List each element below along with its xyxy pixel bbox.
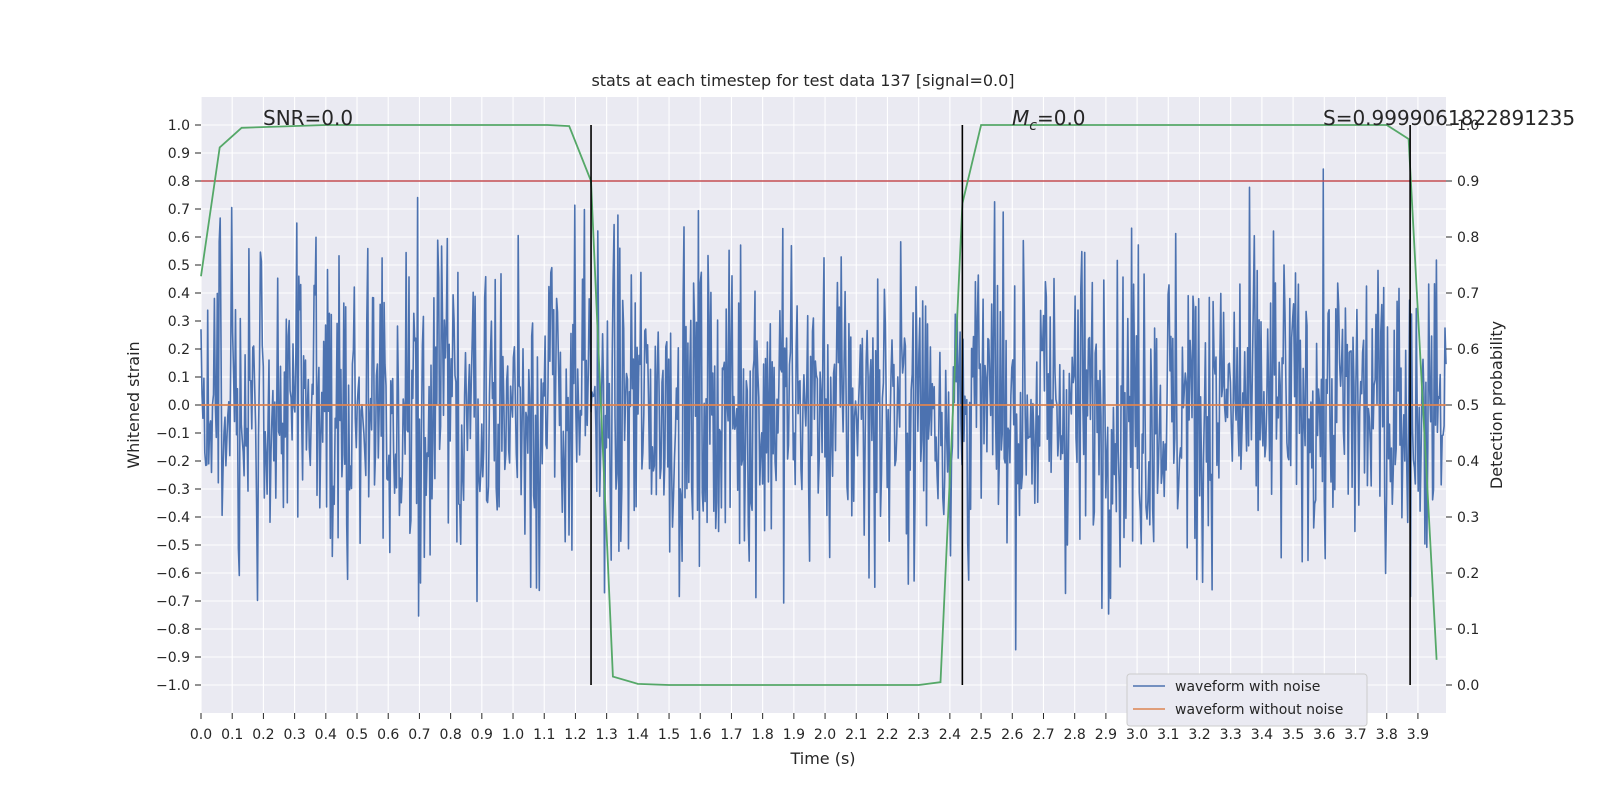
x-tick-label: 3.2: [1188, 727, 1210, 743]
x-tick-label: 0.1: [221, 727, 243, 743]
x-tick-label: 1.2: [564, 727, 586, 743]
x-tick-label: 3.9: [1407, 727, 1429, 743]
detection-probability-group: [200, 124, 1438, 686]
x-tick-label: 3.4: [1251, 727, 1273, 743]
x-tick-label: 3.0: [1126, 727, 1148, 743]
y-tick-label: −0.4: [156, 510, 190, 526]
snr-annotation: SNR=0.0: [263, 106, 353, 130]
y-tick-label: −1.0: [156, 678, 190, 694]
y-tick-label: −0.6: [156, 566, 190, 582]
x-tick-label: 3.5: [1282, 727, 1304, 743]
y-tick-label: −0.9: [156, 650, 190, 666]
y-tick-label: 0.5: [168, 258, 190, 274]
y-tick-labels: 1.0 0.9 0.8 0.7 0.6 0.5 0.4 0.3 0.2 0.1 0.0 −0.1 −0.…: [156, 118, 201, 694]
x-tick-label: 1.3: [596, 727, 618, 743]
legend-label-noise: waveform with noise: [1175, 679, 1320, 695]
y-axis-label: Whitened strain: [124, 341, 143, 468]
x-axis-label: Time (s): [789, 749, 855, 768]
y2-tick-label: 0.7: [1457, 286, 1479, 302]
y-tick-label: −0.1: [156, 426, 190, 442]
y-tick-label: 0.1: [168, 370, 190, 386]
x-tick-label: 1.6: [689, 727, 711, 743]
y2-tick-label: 1.0: [1457, 118, 1479, 134]
stat-annotation: S=0.9999061822891235: [1323, 106, 1575, 130]
x-tick-label: 0.3: [283, 727, 305, 743]
y2-tick-label: 0.3: [1457, 510, 1479, 526]
x-tick-label: 2.9: [1095, 727, 1117, 743]
x-tick-label: 2.8: [1064, 727, 1086, 743]
x-tick-label: 2.3: [908, 727, 930, 743]
x-tick-label: 2.0: [814, 727, 836, 743]
x-tick-label: 0.5: [346, 727, 368, 743]
x-tick-label: 0.7: [408, 727, 430, 743]
y2-tick-label: 0.1: [1457, 622, 1479, 638]
x-tick-label: 1.7: [720, 727, 742, 743]
y2-tick-label: 0.9: [1457, 174, 1479, 190]
x-tick-label: 0.0: [190, 727, 212, 743]
y-tick-label: 0.3: [168, 314, 190, 330]
x-tick-label: 0.2: [252, 727, 274, 743]
y2-tick-label: 0.4: [1457, 454, 1479, 470]
x-tick-label: 2.7: [1032, 727, 1054, 743]
mc-value: =0.0: [1037, 106, 1086, 130]
x-tick-label: 3.7: [1344, 727, 1366, 743]
x-tick-label: 2.1: [845, 727, 867, 743]
y-tick-label: 1.0: [168, 118, 190, 134]
x-tick-label: 1.8: [752, 727, 774, 743]
y2-axis-label: Detection probability: [1487, 321, 1506, 489]
y-tick-label: 0.2: [168, 342, 190, 358]
y2-tick-label: 0.2: [1457, 566, 1479, 582]
y-tick-label: −0.7: [156, 594, 190, 610]
x-tick-label: 2.4: [939, 727, 961, 743]
y2-tick-label: 0.0: [1457, 678, 1479, 694]
mc-annotation: Mc=0.0: [1012, 106, 1086, 134]
x-tick-label: 1.4: [627, 727, 649, 743]
legend: waveform with noise waveform without noi…: [1126, 673, 1368, 727]
y-tick-label: 0.6: [168, 230, 190, 246]
x-tick-label: 2.5: [970, 727, 992, 743]
legend-box: [1126, 673, 1368, 727]
y-tick-label: 0.9: [168, 146, 190, 162]
y-tick-label: −0.8: [156, 622, 190, 638]
y2-tick-label: 0.6: [1457, 342, 1479, 358]
x-tick-label: 3.6: [1313, 727, 1335, 743]
mc-subscript: c: [1029, 118, 1037, 134]
y-tick-label: 0.4: [168, 286, 190, 302]
x-tick-label: 0.9: [471, 727, 493, 743]
y-tick-label: −0.2: [156, 454, 190, 470]
waveform-with-noise-line: [200, 168, 1447, 651]
x-tick-label: 1.0: [502, 727, 524, 743]
x-tick-label: 0.6: [377, 727, 399, 743]
x-tick-label: 3.3: [1220, 727, 1242, 743]
x-tick-label: 0.8: [439, 727, 461, 743]
x-tick-label: 1.5: [658, 727, 680, 743]
y-tick-label: 0.0: [168, 398, 190, 414]
y-tick-label: 0.8: [168, 174, 190, 190]
y2-tick-label: 0.8: [1457, 230, 1479, 246]
chart-title: stats at each timestep for test data 137…: [591, 71, 1014, 90]
y-tick-label: −0.5: [156, 538, 190, 554]
x-tick-label: 2.6: [1001, 727, 1023, 743]
vertical-markers: [590, 125, 1411, 685]
x-tick-label: 1.9: [783, 727, 805, 743]
detection-probability-line: [200, 124, 1438, 686]
y2-tick-label: 0.5: [1457, 398, 1479, 414]
x-tick-label: 3.8: [1376, 727, 1398, 743]
x-tick-labels: 0.0 0.1 0.2 0.3 0.4 0.5 0.6 0.7 0.8 0.9 1.0 1.1 1.2 1…: [190, 713, 1429, 743]
y-tick-label: −0.3: [156, 482, 190, 498]
x-tick-label: 2.2: [876, 727, 898, 743]
x-tick-label: 0.4: [315, 727, 337, 743]
y2-tick-labels: 1.0 0.9 0.8 0.7 0.6 0.5 0.4 0.3 0.2 0.1 0.0: [1446, 118, 1479, 694]
y-tick-label: 0.7: [168, 202, 190, 218]
mc-symbol: M: [1012, 106, 1029, 130]
series-waveform-with-noise: [200, 168, 1447, 651]
legend-label-clean: waveform without noise: [1175, 702, 1343, 718]
x-tick-label: 3.1: [1157, 727, 1179, 743]
x-tick-label: 1.1: [533, 727, 555, 743]
